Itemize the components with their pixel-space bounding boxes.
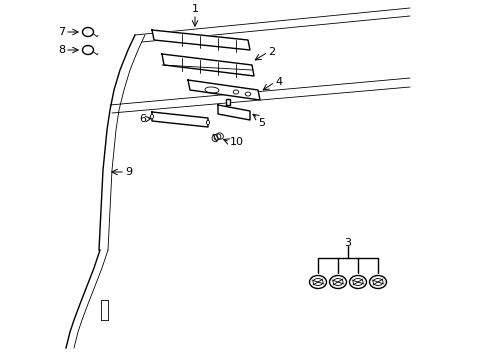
Polygon shape: [162, 54, 253, 76]
Polygon shape: [225, 99, 229, 105]
Text: 6: 6: [139, 114, 146, 124]
Polygon shape: [218, 105, 249, 120]
Text: 5: 5: [258, 118, 264, 128]
Text: 3: 3: [344, 238, 351, 248]
Text: 7: 7: [58, 27, 65, 37]
Text: 10: 10: [229, 137, 244, 147]
Text: 4: 4: [274, 77, 282, 87]
Text: 2: 2: [267, 47, 275, 57]
Text: 8: 8: [58, 45, 65, 55]
Text: 1: 1: [191, 4, 198, 14]
Polygon shape: [187, 80, 260, 100]
Text: 9: 9: [125, 167, 132, 177]
Polygon shape: [152, 112, 207, 127]
Ellipse shape: [206, 120, 209, 125]
Polygon shape: [152, 30, 249, 50]
Ellipse shape: [150, 114, 153, 119]
